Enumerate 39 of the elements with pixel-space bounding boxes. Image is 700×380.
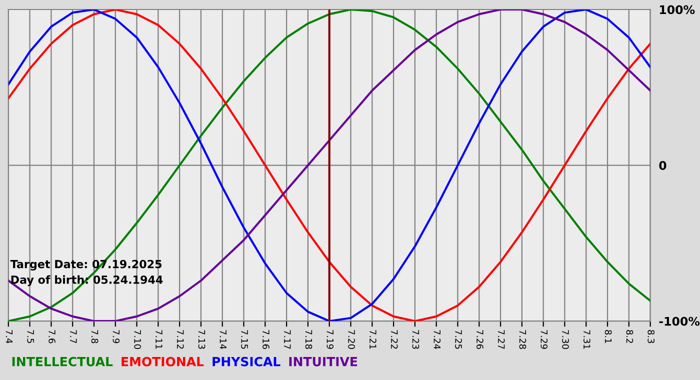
x-tick-label: 7.9 [112,330,120,344]
x-tick-label: 7.29 [540,330,548,349]
y-tick-label: 100% [660,5,695,14]
x-tick-label: 7.22 [391,330,398,349]
x-tick-label: 7.23 [412,330,420,349]
x-tick-label: 7.13 [198,330,206,349]
x-tick-label: 7.7 [70,330,77,344]
x-tick-label: 7.19 [326,330,334,349]
x-tick-label: 7.18 [305,330,312,349]
x-tick-label: 7.20 [348,330,355,349]
x-tick-label: 7.12 [177,330,184,349]
x-tick-label: 7.21 [370,330,376,349]
x-tick-label: 7.16 [262,330,270,349]
line-series [8,10,650,322]
x-tick-label: 8.3 [648,330,655,344]
x-tick-label: 8.2 [626,330,634,343]
x-tick-label: 7.25 [455,330,462,349]
x-tick-label: 7.17 [284,330,291,349]
x-tick-label: 7.15 [241,330,248,349]
x-tick-label: 7.31 [583,330,590,349]
x-tick-label: 7.8 [91,330,98,344]
x-tick-label: 7.24 [434,330,441,350]
text: INTUITIVE [289,357,358,366]
x-tick-label: 7.4 [6,330,12,344]
x-tick-label: 7.28 [519,330,526,349]
y-tick-label: -100% [659,316,700,326]
x-tick-label: 7.30 [562,330,569,349]
text: INTELLECTUAL [12,356,113,366]
x-tick-label: 7.6 [48,330,56,344]
x-tick-label: 7.26 [476,330,484,349]
x-tick-label: 7.5 [27,330,34,343]
x-tick-label: 8.1 [604,330,612,343]
text: PHYSICAL [212,356,280,366]
text: EMOTIONAL [122,356,204,366]
x-tick-label: 7.27 [498,330,505,349]
y-tick-label: 0 [659,161,666,170]
x-tick-label: 7.14 [220,330,226,350]
x-tick-label: 7.10 [134,330,141,349]
x-tick-label: 7.11 [156,330,162,349]
